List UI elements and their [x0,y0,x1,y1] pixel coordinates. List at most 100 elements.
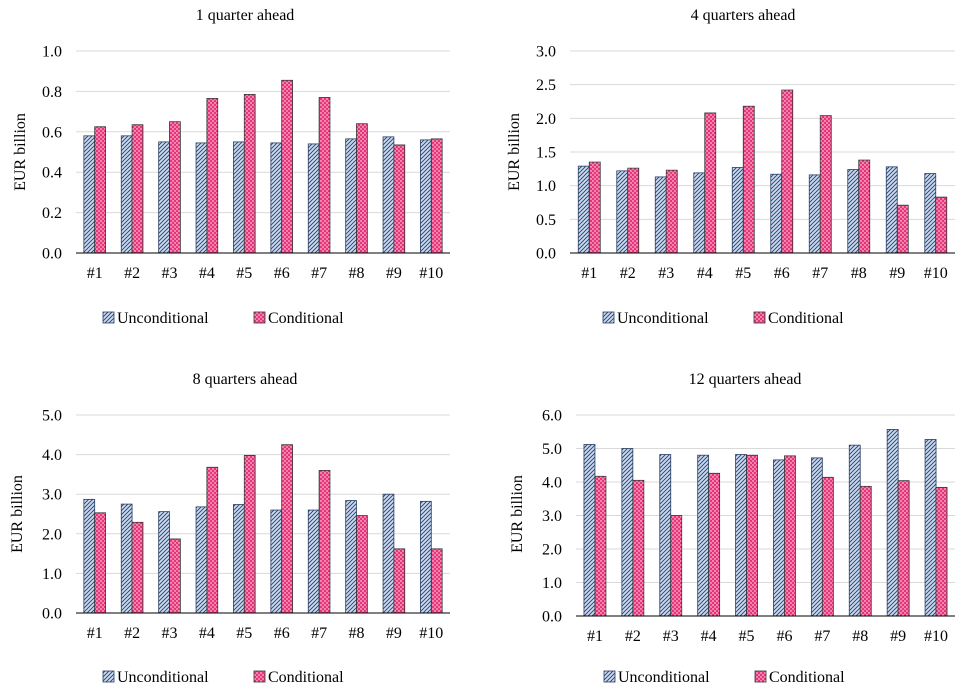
x-tick-label: #7 [311,265,327,282]
y-axis-label: EUR billion [506,113,523,191]
bar-conditional [781,89,794,254]
x-tick-label: #10 [419,265,443,282]
bar-unconditional [924,439,937,617]
legend-label-conditional: Conditional [268,310,344,327]
plot-area: 0.0 0.2 0.4 0.6 0.8 1.0 #1 #2 #3 #4 #5 #6 #7 #8 #9 #10 [42,44,450,282]
legend: Unconditional Conditional [102,310,344,327]
y-tick-label: 1.0 [42,566,62,583]
y-axis-label: EUR billion [9,475,26,553]
bar-conditional [632,479,645,617]
bar-conditional [131,521,144,614]
bar-conditional [858,159,871,254]
bar-conditional [784,455,796,617]
x-tick-label: #2 [625,628,641,645]
bar-conditional [670,515,683,617]
bar-conditional [94,126,106,254]
y-tick-label: 0.6 [42,124,62,141]
x-tick-label: #10 [419,625,443,642]
y-tick-label: 2.0 [536,111,556,128]
y-tick-label: 0.8 [42,84,62,101]
y-tick-label: 6.0 [542,408,562,425]
x-tick-label: #6 [274,625,290,642]
x-tick-label: #2 [124,265,140,282]
x-tick-label: #5 [739,628,755,645]
bar-unconditional [621,448,634,617]
bar-conditional [821,476,834,617]
bar-unconditional [307,509,320,614]
bar-conditional [897,480,910,617]
bar-conditional [318,470,331,614]
chart-panel-12q: 12 quarters ahead EUR billion 0.0 1.0 2.0 3… [509,371,955,686]
legend-label-conditional: Conditional [769,669,845,686]
y-tick-label: 1.0 [42,44,62,61]
chart-panel-4q: 4 quarters ahead EUR billion 0.0 0.5 1.0 1.… [506,7,955,327]
bar-unconditional [270,142,283,254]
bar-unconditional [659,454,672,617]
bar-conditional [665,169,678,254]
bar-unconditional [577,165,590,254]
bar-unconditional [924,173,937,254]
chart-title: 8 quarters ahead [193,371,298,388]
y-tick-label: 2.5 [536,77,556,94]
bar-conditional [393,548,406,614]
plot-area: 0.0 1.0 2.0 3.0 4.0 5.0 6.0 #1 #2 #3 #4 #5 #6 #7 #8 #9 #… [542,408,955,645]
legend-label-unconditional: Unconditional [117,669,209,686]
bar-conditional [704,112,717,254]
x-tick-label: #9 [889,265,905,282]
bar-conditional [393,144,406,254]
bar-unconditional [83,135,96,254]
bar-conditional [588,161,601,254]
bar-unconditional [307,143,320,254]
bar-unconditional [195,142,208,254]
bar-conditional [742,105,755,254]
bar-unconditional [382,493,395,614]
x-tick-label: #6 [776,628,792,645]
bar-unconditional [773,459,785,617]
bar-conditional [935,486,948,617]
legend-swatch-conditional [253,670,266,683]
y-tick-label: 5.0 [42,408,62,425]
bar-unconditional [735,454,747,617]
x-tick-label: #3 [663,628,679,645]
legend-swatch-conditional [753,311,766,324]
chart-title: 4 quarters ahead [691,7,796,24]
bar-unconditional [382,136,395,254]
bar-conditional [131,124,144,254]
bar-conditional [206,466,219,614]
bar-conditional [356,515,368,614]
bar-unconditional [270,509,283,614]
bar-conditional [708,472,721,617]
y-tick-label: 0.5 [536,212,556,229]
bar-unconditional [233,141,245,254]
bar-unconditional [886,429,899,617]
x-tick-label: #3 [162,625,178,642]
legend: Unconditional Conditional [602,310,844,327]
y-tick-label: 0.0 [42,606,62,623]
bar-unconditional [848,444,861,617]
x-tick-label: #7 [814,628,830,645]
chart-title: 1 quarter ahead [196,7,295,24]
bar-unconditional [345,500,357,614]
x-tick-label: #2 [620,265,636,282]
x-tick-label: #6 [274,265,290,282]
chart-panel-1q: 1 quarter ahead EUR billion 0.0 0.2 0.4 0.6… [12,7,450,327]
y-tick-label: 2.0 [42,526,62,543]
x-tick-label: #8 [349,625,365,642]
x-tick-label: #5 [735,265,751,282]
x-tick-label: #8 [851,265,867,282]
bar-unconditional [654,176,667,254]
x-tick-label: #7 [812,265,828,282]
plot-area: 0.0 1.0 2.0 3.0 4.0 5.0 #1 #2 #3 #4 #5 #6 #7 #8 #9 #10 [42,408,450,642]
y-tick-label: 0.0 [542,609,562,626]
bar-conditional [594,475,607,617]
bar-conditional [281,444,293,614]
bar-unconditional [195,506,208,614]
x-tick-label: #3 [162,265,178,282]
legend: Unconditional Conditional [603,669,845,686]
y-tick-label: 1.0 [536,178,556,195]
y-tick-label: 4.0 [542,475,562,492]
x-tick-label: #4 [697,265,713,282]
x-tick-label: #4 [701,628,717,645]
x-tick-label: #2 [124,625,140,642]
